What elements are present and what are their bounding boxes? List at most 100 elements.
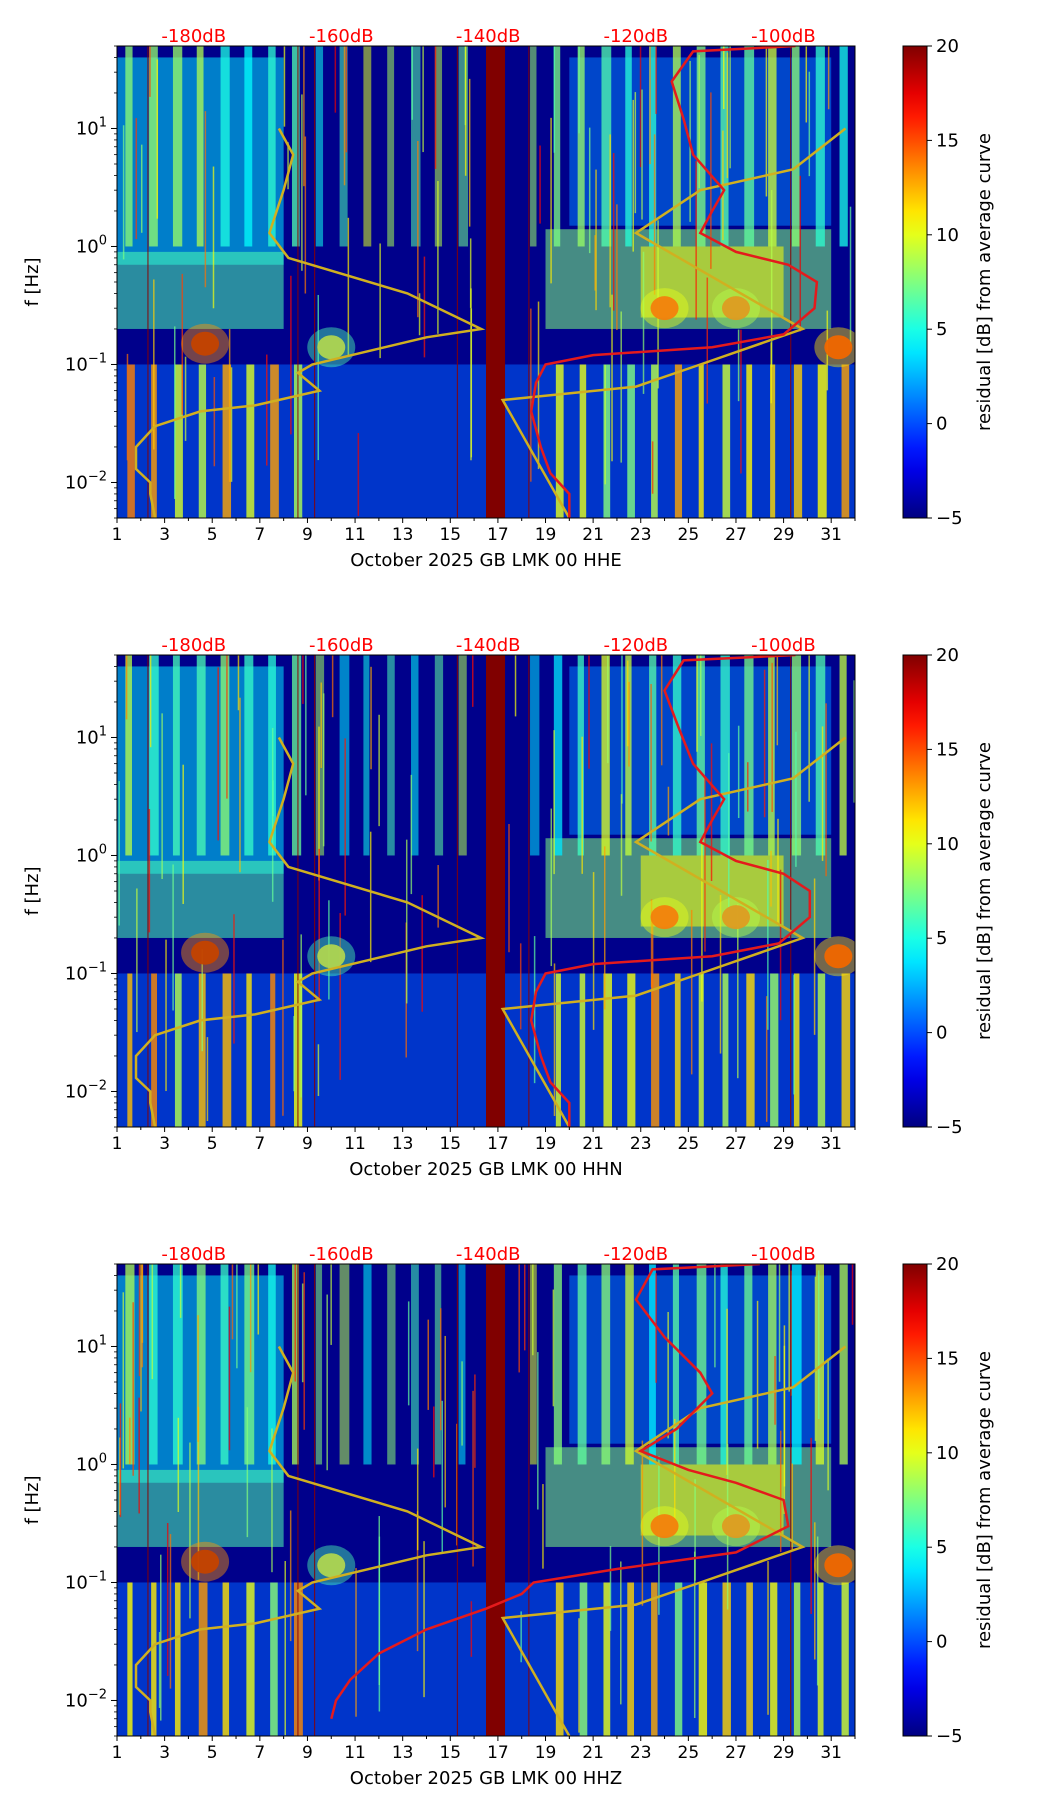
x-tick-label: 7 [254,1743,265,1763]
day-band [458,655,467,856]
x-tick-label: 27 [725,1134,747,1154]
y-tick-label: 101 [76,1333,107,1357]
microseism-halo [814,327,855,368]
y-axis-label: f [Hz] [22,1475,43,1524]
streak [523,1264,526,1351]
streak [765,996,768,1122]
y-tick-label: 10−2 [65,1687,107,1711]
day-band [244,46,253,247]
day-band [553,655,563,856]
colorbar-tick-label: 20 [936,1254,959,1275]
microseism-halo [181,323,230,364]
x-tick-label: 5 [207,1134,218,1154]
streak [778,1264,781,1382]
noise-region [117,860,284,938]
streak [588,127,591,254]
streak [722,46,725,109]
day-band-low [627,973,636,1127]
streak [300,934,302,1098]
streak [165,939,167,1092]
streak [416,1511,419,1652]
streak [813,878,816,1035]
streak [153,279,155,450]
microseism-hotspot [191,940,220,965]
day-band-low [127,1582,133,1736]
x-tick-label: 29 [773,1134,795,1154]
day-band-low [198,1582,208,1736]
streak [125,655,128,720]
streak [177,1417,180,1513]
streak [239,697,241,873]
day-band-low [793,1582,801,1736]
streak [793,974,795,1095]
day-band-low [793,364,803,518]
streak [729,46,731,169]
day-band-low [674,1582,683,1736]
streak [690,909,693,1075]
streak [148,809,151,933]
streak [553,963,556,1117]
streak [537,301,540,470]
streak [472,1390,474,1567]
x-axis-label: October 2025 GB LMK 00 HHZ [350,1768,622,1789]
day-band [196,655,206,856]
day-band [839,655,847,856]
streak [317,294,320,461]
streak [578,46,580,134]
y-tick-exponent: 1 [99,1333,107,1348]
streak [851,1264,854,1325]
streak [339,913,341,1080]
day-band [577,46,585,247]
y-tick-exponent: −2 [88,1078,107,1093]
streak [330,1264,332,1345]
streak [173,326,176,499]
streak [129,1417,131,1465]
y-tick-label: 10−1 [65,960,107,984]
noise-region [117,251,284,329]
streak [649,46,651,165]
streak [603,846,606,1010]
x-tick-label: 15 [439,1134,461,1154]
streak [233,914,235,1044]
day-band [744,1264,753,1465]
day-band [815,1264,825,1465]
x-tick-label: 27 [725,525,747,545]
streak [441,1400,444,1552]
red-curve [330,1264,790,1720]
microseism-hotspot [824,1553,853,1578]
streak [799,175,802,332]
day-band [363,655,370,856]
day-band-low [222,973,232,1127]
streak [706,277,709,404]
microseism-hotspot [824,335,853,360]
day-band [220,46,230,247]
streak [161,713,163,880]
day-band [291,655,302,856]
streak [303,46,305,187]
x-axis-label: October 2025 GB LMK 00 HHE [350,550,621,571]
yellow-curve-left [134,736,486,1127]
yellow-curve-left [134,1345,486,1736]
streak [326,1294,328,1471]
colorbar: 20 15 10 5 0 −5 residual [dB] from average cur… [902,1254,995,1747]
day-band [696,1264,707,1465]
streak [737,725,740,819]
y-tick-exponent: −1 [88,1569,107,1584]
microseism-hotspot [191,331,220,356]
streak [378,1516,380,1686]
microseism-hotspot [721,1514,750,1539]
streak [578,1618,580,1733]
streak [290,275,292,435]
microseism-halo [640,1506,689,1547]
day-band-low [579,973,586,1127]
streak [530,308,532,482]
streak [284,1560,286,1736]
red-curve [529,655,812,1127]
streak [132,1302,134,1476]
y-tick-label: 10−1 [65,1569,107,1593]
streak [805,46,808,123]
day-band [791,46,800,247]
streak [696,655,698,752]
day-band [768,1264,777,1465]
streak [357,433,360,517]
